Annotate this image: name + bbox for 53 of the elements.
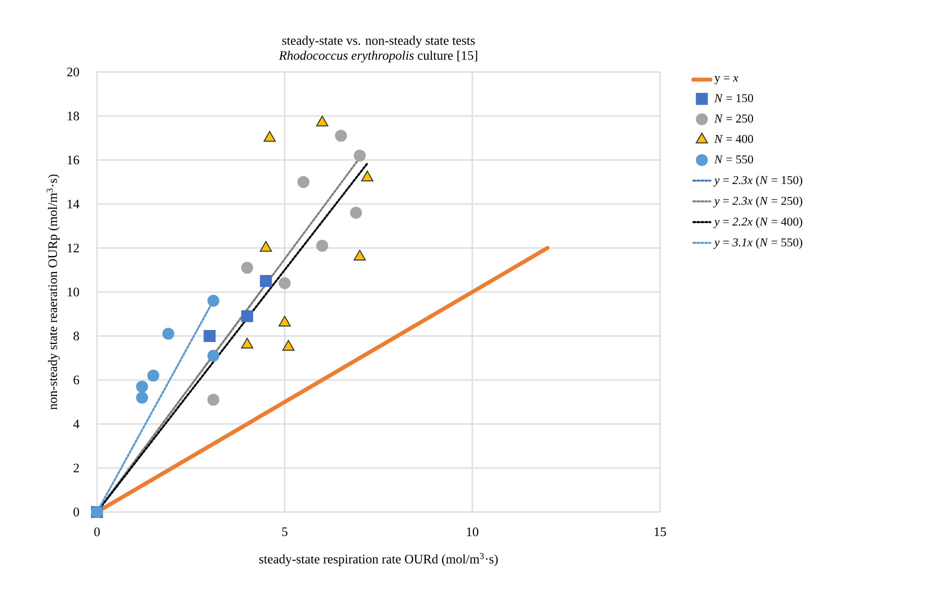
legend-label: y = 2.3x (N = 150)	[713, 176, 802, 187]
point	[335, 130, 347, 142]
y-tick-label: 10	[68, 288, 80, 296]
legend-label: y = 2.2x (N = 400)	[713, 217, 802, 228]
x-tick-label: 15	[654, 527, 666, 536]
y-axis-title: non-steady state reaeration OURp (mol/m$^{3}$·s)	[46, 174, 60, 410]
y-tick-label: 18	[68, 112, 80, 120]
point	[282, 340, 295, 351]
point	[260, 275, 272, 287]
x-tick-label: 10	[467, 527, 478, 536]
chart-subtitle: Rhodococcus erythropolis culture [15]	[278, 50, 478, 62]
y-tick-label: 14	[68, 200, 80, 208]
y-tick-label: 4	[73, 420, 80, 428]
point	[241, 338, 254, 349]
legend-label: y = 2.3x (N = 250)	[713, 196, 802, 208]
point	[354, 150, 366, 162]
point	[162, 328, 174, 340]
point	[264, 131, 276, 142]
point	[316, 116, 328, 126]
y-tick-label: 2	[74, 464, 79, 472]
y-tick-label: 8	[74, 332, 80, 340]
legend-label: y = 3.1x (N = 550)	[713, 238, 802, 249]
x-tick-label: 0	[94, 527, 100, 536]
point	[204, 330, 216, 342]
y-tick-label: 16	[68, 156, 80, 164]
point	[297, 176, 310, 188]
chart-title: steady-state vs. non-steady state tests	[282, 36, 475, 48]
point	[260, 241, 272, 252]
point	[207, 394, 220, 406]
point	[136, 392, 148, 404]
legend-label: y = x	[714, 76, 738, 84]
point	[241, 310, 254, 322]
y-tick-label: 6	[74, 376, 80, 384]
point	[316, 240, 328, 252]
point	[207, 350, 220, 362]
legend-label: N = 550	[714, 155, 754, 164]
y-tick-label: 12	[68, 244, 79, 252]
legend-label: N = 400	[714, 134, 754, 143]
point	[136, 380, 148, 393]
y-tick-label: 0	[74, 508, 80, 516]
legend-label: N = 150	[714, 94, 754, 102]
point	[147, 370, 160, 382]
point	[207, 294, 220, 307]
x-axis-title: steady-state respiration rate OURd (mol/m$^{3}$·s)	[259, 553, 498, 566]
point	[278, 316, 291, 327]
point	[361, 170, 374, 182]
point	[350, 206, 362, 219]
y-tick-label: 20	[67, 68, 80, 76]
point	[278, 277, 291, 290]
point	[241, 262, 254, 274]
x-tick-label: 5	[282, 527, 288, 536]
point	[354, 250, 366, 261]
legend-label: N = 250	[714, 114, 754, 123]
